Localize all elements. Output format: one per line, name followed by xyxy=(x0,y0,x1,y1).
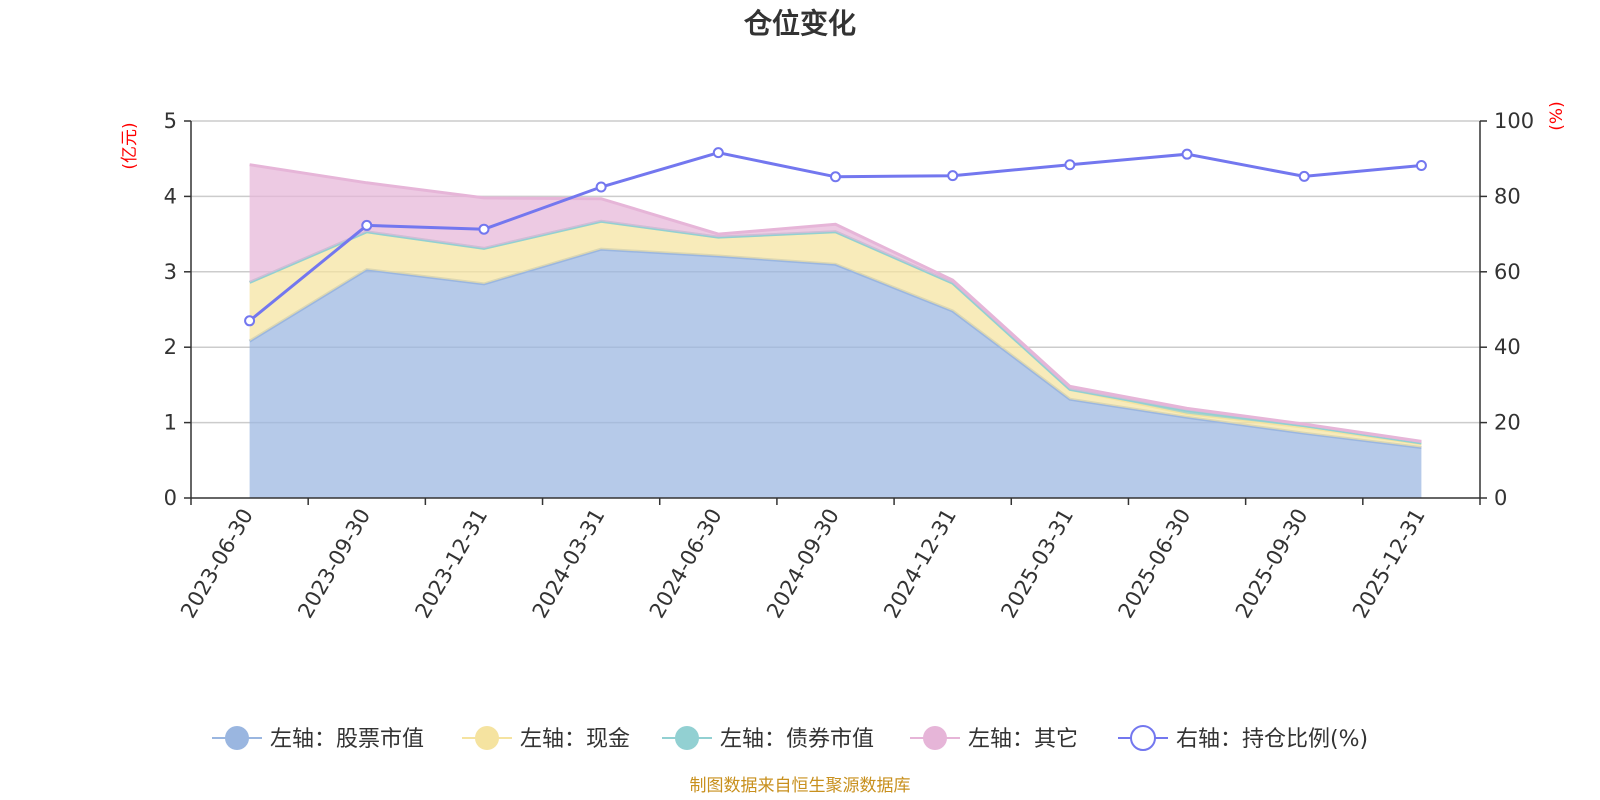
legend-label: 左轴：股票市值 xyxy=(270,727,424,752)
left-axis-tick-label: 1 xyxy=(164,411,177,435)
ratio-point xyxy=(244,315,256,327)
legend-marker xyxy=(675,726,699,750)
x-axis-label: 2025-03-31 xyxy=(996,505,1078,623)
right-axis-tick-label: 40 xyxy=(1494,335,1521,359)
left-axis-tick-label: 5 xyxy=(164,109,177,133)
legend-marker xyxy=(475,726,499,750)
left-axis-tick-label: 4 xyxy=(164,184,177,208)
ratio-point xyxy=(830,171,841,183)
x-axis-label: 2024-03-31 xyxy=(528,505,610,623)
legend-marker xyxy=(923,726,947,750)
ratio-point xyxy=(595,181,607,193)
ratio-point xyxy=(361,219,373,231)
legend-item[interactable]: 左轴：其它 xyxy=(910,726,1078,752)
legend-item[interactable]: 左轴：债券市值 xyxy=(662,726,874,752)
x-axis-label: 2023-06-30 xyxy=(176,505,258,623)
ratio-line-series xyxy=(244,147,1427,327)
ratio-point xyxy=(712,147,724,159)
legend-marker xyxy=(1130,725,1156,751)
legend-item[interactable]: 右轴：持仓比例(%) xyxy=(1118,725,1368,752)
chart-title: 仓位变化 xyxy=(744,7,856,40)
x-axis-label: 2023-12-31 xyxy=(410,505,492,623)
x-axis-label: 2024-12-31 xyxy=(879,505,961,623)
legend-label: 右轴：持仓比例(%) xyxy=(1176,727,1368,752)
right-axis-tick-label: 20 xyxy=(1494,411,1521,435)
ratio-point xyxy=(478,223,490,235)
ratio-point xyxy=(1064,159,1076,171)
right-axis-tick-label: 60 xyxy=(1494,260,1521,284)
right-axis-tick-label: 100 xyxy=(1494,109,1534,133)
legend-label: 左轴：现金 xyxy=(520,727,630,752)
x-axis-label: 2024-09-30 xyxy=(762,505,844,623)
ratio-point xyxy=(1415,159,1427,171)
left-axis-tick-label: 3 xyxy=(164,260,177,284)
area-series xyxy=(248,163,1422,498)
area-2 xyxy=(249,221,1422,448)
x-axis-label: 2025-12-31 xyxy=(1348,505,1430,623)
area-edge-4 xyxy=(249,163,1422,443)
left-axis-tick-label: 2 xyxy=(164,335,177,359)
legend-label: 左轴：其它 xyxy=(968,727,1078,752)
area-4 xyxy=(249,164,1422,443)
right-axis-tick-label: 0 xyxy=(1494,486,1507,510)
legend-item[interactable]: 左轴：现金 xyxy=(462,726,630,752)
right-axis-tick-label: 80 xyxy=(1494,184,1521,208)
footer-source: 制图数据来自恒生聚源数据库 xyxy=(690,776,911,796)
ratio-point xyxy=(1181,148,1193,160)
legend-label: 左轴：债券市值 xyxy=(720,727,874,752)
x-axis-label: 2025-09-30 xyxy=(1231,505,1313,623)
left-axis-tick-label: 0 xyxy=(164,486,177,510)
x-axis-label: 2024-06-30 xyxy=(645,505,727,623)
right-axis-unit: (%) xyxy=(1547,101,1567,130)
legend[interactable]: 左轴：股票市值 左轴：现金 左轴：债券市值 左轴：其它 右轴：持仓比例(%) xyxy=(212,725,1368,752)
x-axis-label: 2025-06-30 xyxy=(1114,505,1196,623)
legend-item[interactable]: 左轴：股票市值 xyxy=(212,726,424,752)
left-axis-unit: (亿元) xyxy=(120,122,140,169)
x-axis-label: 2023-09-30 xyxy=(293,505,375,623)
area-1 xyxy=(249,249,1422,498)
ratio-point xyxy=(947,170,959,182)
ratio-point xyxy=(1298,170,1310,182)
legend-marker xyxy=(225,726,249,750)
